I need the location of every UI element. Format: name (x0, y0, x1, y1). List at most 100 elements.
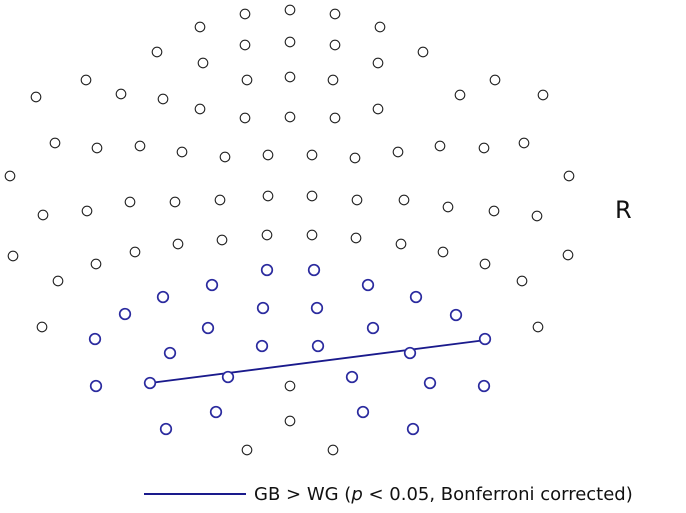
electrode-61 (7, 250, 19, 262)
electrode-17 (115, 88, 127, 100)
electrode-69 (284, 380, 296, 392)
electrode-62 (90, 258, 102, 270)
significant-electrode-7 (256, 301, 270, 315)
significant-electrode-22 (423, 376, 437, 390)
electrode-9 (417, 46, 429, 58)
significant-electrode-2 (205, 278, 219, 292)
electrode-20 (157, 93, 169, 105)
electrode-59 (395, 238, 407, 250)
electrode-45 (214, 194, 226, 206)
significant-electrode-23 (477, 379, 491, 393)
electrode-3 (194, 21, 206, 33)
electrode-49 (398, 194, 410, 206)
electrode-58 (350, 232, 362, 244)
electrode-63 (479, 258, 491, 270)
electrode-31 (219, 151, 231, 163)
electrode-30 (176, 146, 188, 158)
electrode-67 (36, 321, 48, 333)
significant-electrode-11 (366, 321, 380, 335)
electrode-19 (30, 91, 42, 103)
electrode-72 (327, 444, 339, 456)
electrode-65 (52, 275, 64, 287)
electrode-55 (216, 234, 228, 246)
significant-electrode-24 (209, 405, 223, 419)
significant-electrode-17 (478, 332, 492, 346)
significant-electrode-19 (143, 376, 157, 390)
electrode-4 (374, 21, 386, 33)
electrode-70 (284, 415, 296, 427)
significant-electrode-10 (201, 321, 215, 335)
electrode-43 (124, 196, 136, 208)
electrode-22 (194, 103, 206, 115)
electrode-28 (91, 142, 103, 154)
electrode-15 (80, 74, 92, 86)
significant-electrode-0 (260, 263, 274, 277)
significant-electrode-12 (88, 332, 102, 346)
electrode-16 (489, 74, 501, 86)
electrode-35 (392, 146, 404, 158)
electrode-66 (516, 275, 528, 287)
electrode-48 (351, 194, 363, 206)
electrode-25 (239, 112, 251, 124)
significant-electrode-21 (345, 370, 359, 384)
significant-electrode-13 (163, 346, 177, 360)
significant-electrode-4 (156, 290, 170, 304)
electrode-14 (327, 74, 339, 86)
significant-electrode-8 (310, 301, 324, 315)
electrode-33 (306, 149, 318, 161)
significant-electrode-25 (356, 405, 370, 419)
electrode-24 (284, 111, 296, 123)
electrode-1 (239, 8, 251, 20)
electrode-57 (306, 229, 318, 241)
electrode-21 (537, 89, 549, 101)
significant-electrode-18 (89, 379, 103, 393)
electrode-26 (329, 112, 341, 124)
significant-electrode-27 (406, 422, 420, 436)
electrode-39 (4, 170, 16, 182)
electrode-10 (197, 57, 209, 69)
electrode-5 (284, 36, 296, 48)
electrode-36 (434, 140, 446, 152)
electrode-44 (169, 196, 181, 208)
electrode-32 (262, 149, 274, 161)
electrode-27 (49, 137, 61, 149)
electrode-34 (349, 152, 361, 164)
electrode-0 (284, 4, 296, 16)
electrode-53 (129, 246, 141, 258)
significant-electrode-20 (221, 370, 235, 384)
electrode-47 (306, 190, 318, 202)
electrode-18 (454, 89, 466, 101)
electrode-38 (518, 137, 530, 149)
significant-electrode-6 (118, 307, 132, 321)
significant-electrode-3 (361, 278, 375, 292)
electrode-41 (37, 209, 49, 221)
electrode-71 (241, 444, 253, 456)
significant-electrode-5 (409, 290, 423, 304)
electrode-37 (478, 142, 490, 154)
electrode-29 (134, 140, 146, 152)
electrode-12 (284, 71, 296, 83)
electrode-40 (563, 170, 575, 182)
electrode-68 (532, 321, 544, 333)
significant-connection-line (149, 339, 487, 384)
significant-electrode-9 (449, 308, 463, 322)
significant-electrode-15 (311, 339, 325, 353)
legend-line-swatch (144, 493, 246, 495)
electrode-11 (372, 57, 384, 69)
electrode-42 (81, 205, 93, 217)
significant-electrode-26 (159, 422, 173, 436)
legend: GB > WG (p < 0.05, Bonferroni corrected) (144, 481, 633, 507)
electrode-60 (437, 246, 449, 258)
electrode-51 (488, 205, 500, 217)
electrode-8 (151, 46, 163, 58)
electrode-7 (329, 39, 341, 51)
electrode-52 (531, 210, 543, 222)
electrode-50 (442, 201, 454, 213)
significant-electrode-16 (403, 346, 417, 360)
electrode-46 (262, 190, 274, 202)
significant-electrode-1 (307, 263, 321, 277)
electrode-64 (562, 249, 574, 261)
legend-text: GB > WG (p < 0.05, Bonferroni corrected) (254, 483, 633, 505)
significant-electrode-14 (255, 339, 269, 353)
